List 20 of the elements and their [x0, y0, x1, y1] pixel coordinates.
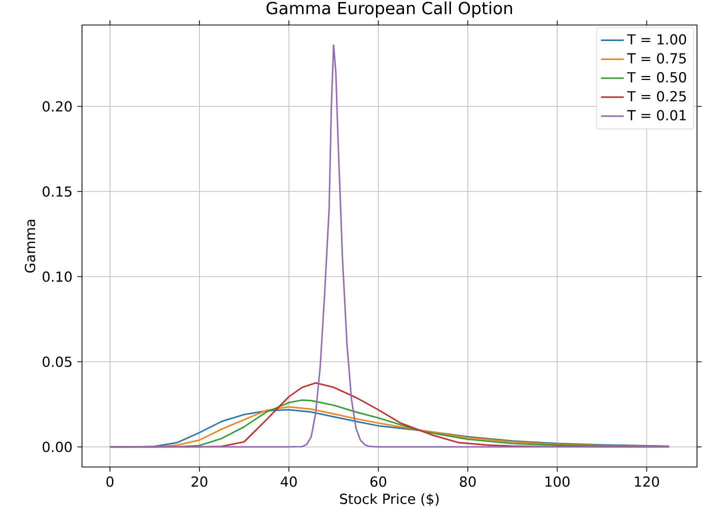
x-tick-label: 40	[280, 476, 297, 487]
x-tick-label: 60	[370, 476, 386, 487]
legend-label: T = 0.25	[627, 91, 686, 102]
legend-label: T = 0.75	[627, 53, 686, 64]
legend-label: T = 1.00	[627, 34, 686, 45]
legend-label: T = 0.50	[627, 72, 686, 83]
legend-label: T = 0.01	[627, 110, 686, 120]
y-axis-title: Gamma	[24, 220, 36, 273]
x-tick-label: 120	[634, 476, 659, 487]
y-tick-label: 0.15	[42, 186, 72, 197]
x-tick-label: 80	[460, 476, 476, 487]
y-tick-label: 0.05	[42, 356, 72, 368]
x-tick-label: 100	[546, 476, 570, 487]
x-axis-title: Stock Price ($)	[340, 493, 439, 506]
x-tick-label: 20	[192, 476, 208, 487]
x-tick-label: 0	[106, 476, 114, 487]
y-tick-label: 0.10	[42, 271, 72, 282]
y-tick-label: 0.20	[42, 101, 72, 112]
y-tick-label: 0.00	[42, 442, 72, 452]
chart-title: Gamma European Call Option	[266, 1, 512, 18]
